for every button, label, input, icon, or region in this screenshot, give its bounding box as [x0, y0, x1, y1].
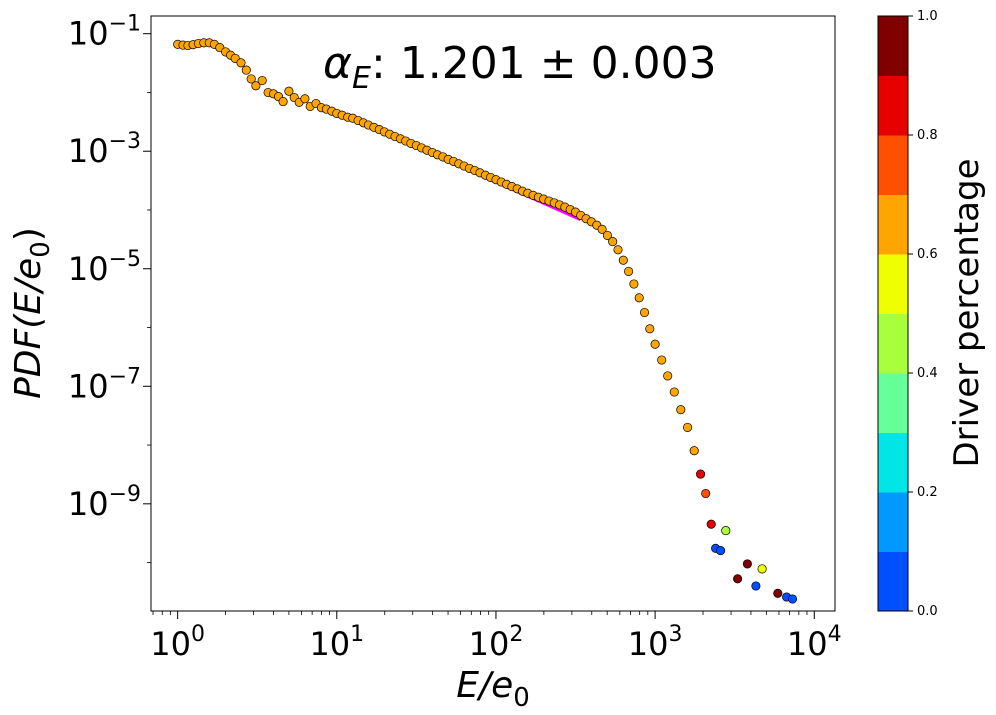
data-point [257, 75, 267, 86]
y-axis-label: PDF(E/e0) [8, 227, 56, 399]
y-tick-label: 10−9 [68, 482, 141, 523]
data-point [634, 293, 644, 303]
data-point [650, 339, 660, 349]
colorbar-band [878, 254, 908, 314]
colorbar-tick-label: 0.4 [917, 366, 938, 381]
data-point [602, 230, 612, 240]
colorbar-band [878, 551, 908, 612]
data-point [663, 371, 673, 381]
colorbar-band [878, 16, 908, 76]
y-tick-label: 10−1 [68, 12, 141, 53]
data-point [696, 469, 706, 479]
colorbar-band [878, 432, 908, 493]
data-point [629, 279, 639, 289]
data-point [246, 74, 256, 84]
x-axis-label-main: E/e [456, 665, 513, 706]
data-point [733, 574, 743, 584]
data-point [669, 387, 679, 397]
data-point [787, 594, 798, 604]
colorbar-tick-label: 1.0 [917, 9, 938, 24]
data-point [624, 266, 634, 276]
colorbar-tick-label: 0.2 [917, 485, 938, 500]
colorbar-label: Driver percentage [947, 159, 987, 468]
data-point [721, 526, 731, 536]
y-tick-label: 10−5 [68, 247, 141, 288]
data-point [751, 581, 761, 591]
data-points-layer [173, 38, 798, 604]
data-point [613, 245, 623, 255]
data-point [716, 546, 726, 556]
colorbar-band [878, 194, 908, 255]
data-point [236, 58, 246, 68]
data-point [757, 564, 767, 574]
colorbar-band [878, 135, 908, 195]
data-point [278, 97, 288, 107]
x-axis-label: E/e0 [456, 665, 530, 713]
data-point [683, 422, 693, 432]
x-tick-label: 103 [628, 622, 683, 663]
colorbar: 0.0 0.2 0.4 0.6 0.8 1.0 [877, 9, 938, 619]
fit-annotation: αE: 1.201 ± 0.003 [323, 38, 717, 96]
annotation-text: : 1.201 ± 0.003 [371, 38, 717, 89]
x-tick-label: 101 [309, 622, 364, 663]
data-point [300, 94, 310, 104]
data-point [251, 81, 261, 91]
colorbar-band [878, 313, 908, 374]
colorbar-band [878, 492, 908, 552]
data-point [701, 488, 711, 499]
data-point [645, 324, 655, 334]
colorbar-tick-label: 0.8 [917, 128, 938, 143]
x-tick-label: 100 [150, 622, 205, 663]
x-axis-label-sub: 0 [513, 683, 530, 713]
data-point [608, 237, 618, 247]
y-axis-label-sub: 0 [26, 241, 56, 258]
data-point [618, 255, 628, 265]
annotation-symbol: α [323, 38, 352, 89]
data-point [657, 355, 667, 365]
data-point [689, 446, 699, 456]
y-tick-label: 10−3 [68, 129, 141, 170]
colorbar-tick-label: 0.0 [917, 604, 938, 619]
colorbar-frame [877, 15, 909, 612]
colorbar-band [878, 75, 908, 136]
plot-frame [150, 15, 836, 612]
colorbar-band [878, 373, 908, 433]
data-point [284, 86, 294, 96]
y-axis-label-prefix: PDF(E/e [8, 258, 49, 399]
x-tick-label: 104 [787, 622, 842, 663]
axis-ticks: 100 101 102 103 104 10−1 10−3 10−5 10−7 10−9 [68, 12, 842, 663]
data-point [706, 519, 716, 529]
y-axis-label-suffix: ) [8, 227, 49, 241]
data-point [639, 307, 650, 318]
data-point [676, 405, 686, 415]
data-point [742, 559, 752, 569]
data-point [597, 224, 607, 234]
data-point [773, 588, 783, 598]
data-point [241, 65, 251, 75]
x-tick-label: 102 [469, 622, 524, 663]
colorbar-tick-label: 0.6 [917, 247, 938, 262]
y-tick-label: 10−7 [68, 364, 141, 405]
annotation-subscript: E [352, 61, 371, 96]
